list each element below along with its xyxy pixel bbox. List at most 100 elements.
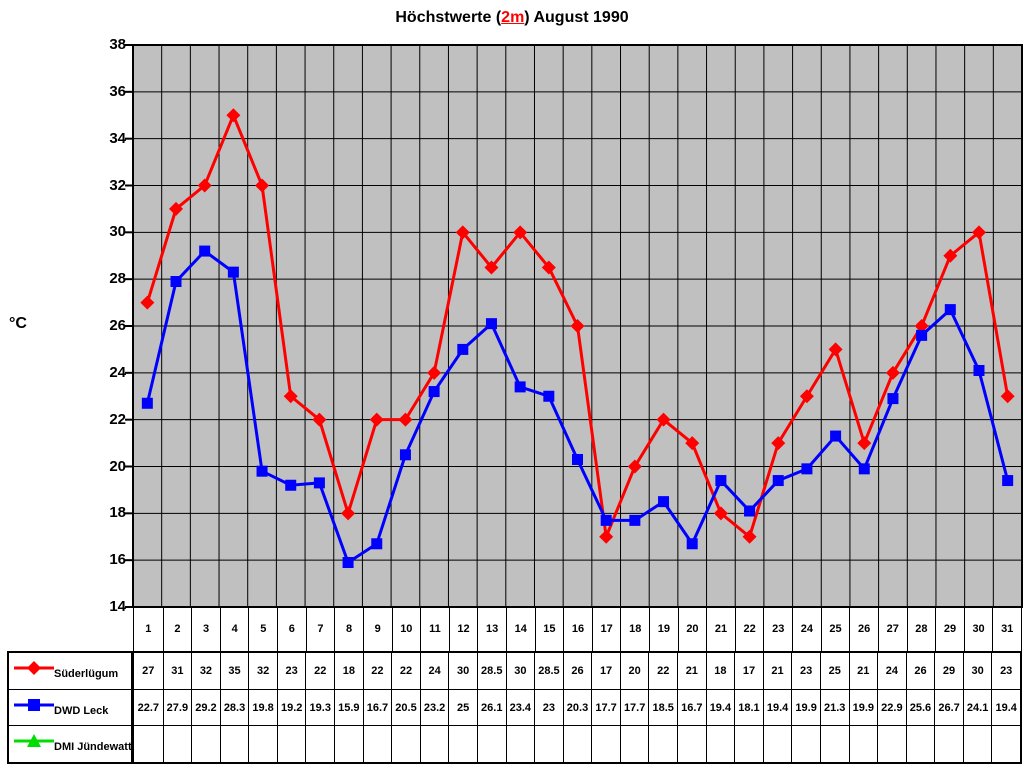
table-value-cell: 22 xyxy=(391,653,420,689)
table-value-cell xyxy=(991,726,1020,763)
diamond-marker xyxy=(283,389,298,404)
table-value-cell: 18.5 xyxy=(648,689,677,726)
diamond-marker xyxy=(455,225,470,240)
day-header-cell: 24 xyxy=(792,607,821,651)
square-marker xyxy=(772,475,784,487)
diamond-marker xyxy=(427,365,442,380)
square-marker xyxy=(686,538,698,550)
day-header-cell: 30 xyxy=(963,607,993,651)
table-value-cell: 21 xyxy=(762,653,792,689)
day-header-cell: 19 xyxy=(649,607,678,651)
table-value-cell xyxy=(791,726,820,763)
diamond-marker xyxy=(828,342,843,357)
title-link-2m[interactable]: 2m xyxy=(501,9,525,26)
chart-title-prefix: Höchstwerte ( xyxy=(395,9,502,26)
square-legend-key-icon xyxy=(14,698,54,711)
square-marker xyxy=(1002,475,1014,487)
table-value-cell: 21 xyxy=(848,653,878,689)
table-value-cell xyxy=(391,726,420,763)
square-marker xyxy=(342,557,354,569)
square-marker xyxy=(543,390,555,402)
table-value-cell: 18.1 xyxy=(734,689,763,726)
table-row: 27 31 32 35 32 23 22 18 22 22 24 30 28.5 30 28.5 26 17 20… xyxy=(134,653,1020,689)
table-value-cell xyxy=(419,726,449,763)
day-header-cell: 20 xyxy=(677,607,707,651)
day-header-cell: 6 xyxy=(277,607,306,651)
diamond-marker xyxy=(341,506,356,521)
square-marker xyxy=(371,538,383,550)
square-marker xyxy=(744,505,756,517)
table-value-cell: 21.3 xyxy=(819,689,849,726)
table-value-cell: 22 xyxy=(305,653,334,689)
table-value-cell: 32 xyxy=(191,653,220,689)
table-value-cell xyxy=(191,726,220,763)
square-marker xyxy=(285,479,297,491)
diamond-marker xyxy=(656,412,671,427)
table-value-cell: 19.3 xyxy=(305,689,334,726)
square-marker xyxy=(944,304,956,316)
diamond-marker xyxy=(885,365,900,380)
table-value-cell: 23 xyxy=(791,653,820,689)
table-row: 22.7 27.9 29.2 28.3 19.8 19.2 19.3 15.9 16.7 20.5… xyxy=(134,688,1020,726)
table-value-cell: 32 xyxy=(248,653,277,689)
table-value-cell xyxy=(705,726,735,763)
day-header-cell: 9 xyxy=(362,607,392,651)
y-axis-tick-label: 28 xyxy=(109,270,126,288)
diamond-marker xyxy=(713,506,728,521)
square-marker xyxy=(141,397,153,409)
table-value-cell: 28.5 xyxy=(534,653,563,689)
diamond-marker xyxy=(857,436,872,451)
day-header-cell: 26 xyxy=(849,607,878,651)
table-value-cell: 26 xyxy=(905,653,935,689)
table-value-cell: 24 xyxy=(877,653,906,689)
table-value-cell xyxy=(448,726,477,763)
diamond-marker xyxy=(140,295,155,310)
table-value-cell xyxy=(334,726,363,763)
y-axis-tick-label: 16 xyxy=(109,551,126,569)
table-value-cell: 26.1 xyxy=(476,689,506,726)
table-value-cell: 23 xyxy=(276,653,306,689)
day-header-cell: 17 xyxy=(591,607,621,651)
square-marker xyxy=(256,465,268,477)
day-header-cell: 18 xyxy=(620,607,649,651)
diamond-marker xyxy=(484,260,499,275)
table-value-cell: 15.9 xyxy=(334,689,363,726)
table-value-cell: 23 xyxy=(991,653,1020,689)
table-value-cell: 19.4 xyxy=(762,689,792,726)
day-header-cell: 2 xyxy=(162,607,192,651)
table-value-cell: 19.9 xyxy=(848,689,878,726)
diamond-marker xyxy=(914,319,929,333)
square-marker xyxy=(227,266,239,278)
table-value-cell xyxy=(591,726,620,763)
table-value-cell xyxy=(819,726,849,763)
table-value-cell: 30 xyxy=(505,653,535,689)
table-value-cell xyxy=(734,726,763,763)
legend-item: DWD Leck xyxy=(9,688,131,726)
square-marker xyxy=(199,245,211,257)
square-marker xyxy=(170,276,182,288)
table-value-cell: 19.8 xyxy=(248,689,277,726)
table-value-cell: 19.4 xyxy=(991,689,1020,726)
y-axis-tick-label: 14 xyxy=(109,598,126,615)
square-marker xyxy=(457,343,469,355)
square-marker xyxy=(830,430,842,442)
y-axis-tick-label: 30 xyxy=(109,223,126,241)
day-header-cell: 12 xyxy=(448,607,478,651)
table-value-cell: 28.3 xyxy=(219,689,249,726)
table-value-cell: 23 xyxy=(534,689,563,726)
legend-label: DMI Jündewatt xyxy=(54,741,132,754)
legend-item: DMI Jündewatt xyxy=(9,725,132,762)
table-value-cell: 24 xyxy=(419,653,449,689)
legend-label: DWD Leck xyxy=(54,704,109,717)
diamond-marker xyxy=(570,319,585,333)
diamond-marker xyxy=(541,260,556,275)
table-value-cell: 23.4 xyxy=(505,689,535,726)
day-header-cell: 28 xyxy=(906,607,936,651)
table-value-cell: 29 xyxy=(934,653,963,689)
chart-title-suffix: ) August 1990 xyxy=(524,9,629,26)
table-value-cell: 20.3 xyxy=(562,689,592,726)
square-marker xyxy=(801,463,813,475)
diamond-marker xyxy=(513,225,528,240)
diamond-marker xyxy=(312,412,327,427)
